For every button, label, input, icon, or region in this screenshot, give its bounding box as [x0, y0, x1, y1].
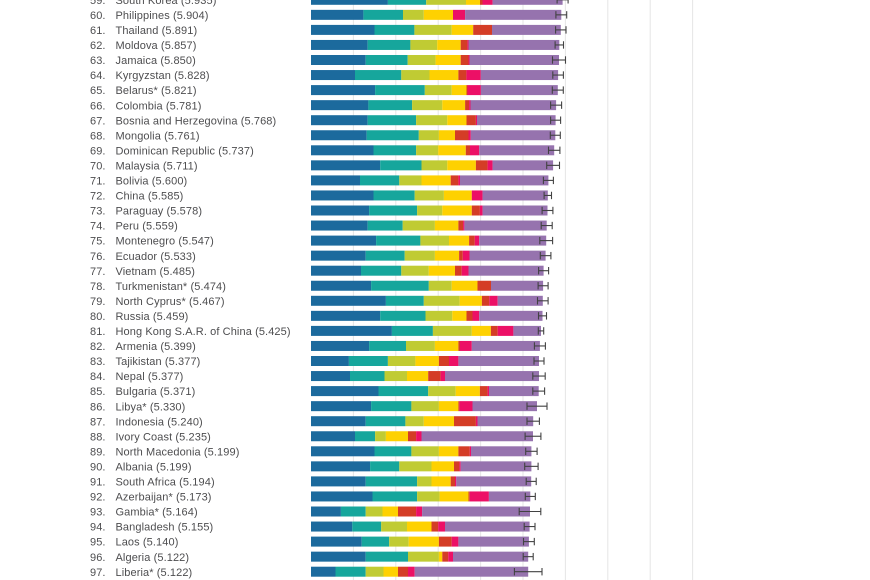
svg-text:Bulgaria (5.371): Bulgaria (5.371)	[116, 386, 196, 398]
svg-text:Hong Kong S.A.R. of China (5.4: Hong Kong S.A.R. of China (5.425)	[116, 326, 291, 338]
svg-text:Turkmenistan* (5.474): Turkmenistan* (5.474)	[116, 281, 227, 293]
svg-text:86.: 86.	[90, 401, 106, 413]
svg-text:89.: 89.	[90, 446, 106, 458]
svg-text:78.: 78.	[90, 281, 106, 293]
svg-text:Vietnam (5.485): Vietnam (5.485)	[116, 266, 196, 278]
svg-text:88.: 88.	[90, 431, 106, 443]
svg-text:Indonesia (5.240): Indonesia (5.240)	[116, 416, 203, 428]
svg-text:85.: 85.	[90, 386, 106, 398]
svg-text:91.: 91.	[90, 477, 106, 489]
svg-text:Paraguay (5.578): Paraguay (5.578)	[116, 206, 203, 218]
svg-text:North Cyprus* (5.467): North Cyprus* (5.467)	[116, 296, 225, 308]
svg-text:Tajikistan (5.377): Tajikistan (5.377)	[116, 356, 201, 368]
svg-text:97.: 97.	[90, 567, 106, 579]
svg-text:61.: 61.	[90, 25, 106, 37]
svg-text:Montenegro (5.547): Montenegro (5.547)	[116, 236, 214, 248]
svg-text:Jamaica (5.850): Jamaica (5.850)	[116, 55, 196, 67]
svg-text:71.: 71.	[90, 176, 106, 188]
svg-text:South Korea (5.935): South Korea (5.935)	[116, 0, 217, 7]
svg-text:Armenia (5.399): Armenia (5.399)	[116, 341, 196, 353]
svg-text:Belarus* (5.821): Belarus* (5.821)	[116, 85, 197, 97]
svg-text:87.: 87.	[90, 416, 106, 428]
svg-text:62.: 62.	[90, 40, 106, 52]
svg-text:84.: 84.	[90, 371, 106, 383]
svg-text:77.: 77.	[90, 266, 106, 278]
svg-text:93.: 93.	[90, 507, 106, 519]
svg-text:94.: 94.	[90, 522, 106, 534]
svg-text:Philippines (5.904): Philippines (5.904)	[116, 10, 209, 22]
svg-text:Albania (5.199): Albania (5.199)	[116, 461, 192, 473]
svg-text:China (5.585): China (5.585)	[116, 191, 184, 203]
svg-text:Nepal (5.377): Nepal (5.377)	[116, 371, 184, 383]
svg-text:Thailand (5.891): Thailand (5.891)	[116, 25, 198, 37]
svg-text:Bosnia and Herzegovina (5.768): Bosnia and Herzegovina (5.768)	[116, 115, 277, 127]
svg-text:72.: 72.	[90, 191, 106, 203]
svg-text:Ivory Coast (5.235): Ivory Coast (5.235)	[116, 431, 211, 443]
svg-text:79.: 79.	[90, 296, 106, 308]
svg-text:Azerbaijan* (5.173): Azerbaijan* (5.173)	[116, 492, 212, 504]
svg-text:68.: 68.	[90, 130, 106, 142]
svg-text:83.: 83.	[90, 356, 106, 368]
svg-text:90.: 90.	[90, 461, 106, 473]
svg-text:Dominican Republic (5.737): Dominican Republic (5.737)	[116, 145, 254, 157]
svg-text:92.: 92.	[90, 492, 106, 504]
svg-text:Peru (5.559): Peru (5.559)	[116, 221, 178, 233]
svg-text:73.: 73.	[90, 206, 106, 218]
svg-text:Moldova (5.857): Moldova (5.857)	[116, 40, 197, 52]
svg-text:64.: 64.	[90, 70, 106, 82]
svg-text:Algeria (5.122): Algeria (5.122)	[116, 552, 190, 564]
svg-text:67.: 67.	[90, 115, 106, 127]
svg-text:Bangladesh (5.155): Bangladesh (5.155)	[116, 522, 214, 534]
svg-text:75.: 75.	[90, 236, 106, 248]
svg-text:60.: 60.	[90, 10, 106, 22]
svg-text:North Macedonia (5.199): North Macedonia (5.199)	[116, 446, 240, 458]
svg-text:95.: 95.	[90, 537, 106, 549]
svg-text:Ecuador (5.533): Ecuador (5.533)	[116, 251, 196, 263]
svg-text:65.: 65.	[90, 85, 106, 97]
svg-text:Colombia (5.781): Colombia (5.781)	[116, 100, 202, 112]
svg-text:Malaysia (5.711): Malaysia (5.711)	[116, 160, 198, 172]
svg-text:63.: 63.	[90, 55, 106, 67]
svg-text:Bolivia (5.600): Bolivia (5.600)	[116, 176, 188, 188]
svg-text:Kyrgyzstan (5.828): Kyrgyzstan (5.828)	[116, 70, 210, 82]
svg-text:70.: 70.	[90, 160, 106, 172]
svg-text:76.: 76.	[90, 251, 106, 263]
svg-text:80.: 80.	[90, 311, 106, 323]
svg-text:81.: 81.	[90, 326, 106, 338]
svg-text:Liberia* (5.122): Liberia* (5.122)	[116, 567, 193, 579]
svg-text:66.: 66.	[90, 100, 106, 112]
svg-text:South Africa (5.194): South Africa (5.194)	[116, 477, 215, 489]
svg-text:69.: 69.	[90, 145, 106, 157]
svg-text:96.: 96.	[90, 552, 106, 564]
svg-text:Gambia* (5.164): Gambia* (5.164)	[116, 507, 198, 519]
svg-text:Laos (5.140): Laos (5.140)	[116, 537, 179, 549]
svg-text:Mongolia (5.761): Mongolia (5.761)	[116, 130, 200, 142]
svg-text:59.: 59.	[90, 0, 106, 7]
svg-text:Russia (5.459): Russia (5.459)	[116, 311, 189, 323]
svg-text:Libya* (5.330): Libya* (5.330)	[116, 401, 186, 413]
svg-text:74.: 74.	[90, 221, 106, 233]
svg-text:82.: 82.	[90, 341, 106, 353]
